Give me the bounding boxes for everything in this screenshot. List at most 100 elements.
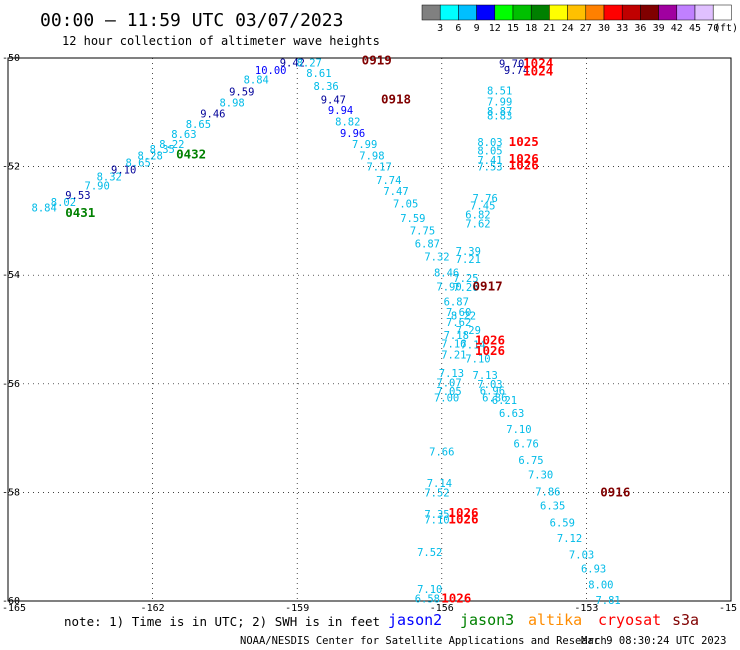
swh-value: 7.90	[85, 181, 110, 193]
colorbar-label: 42	[671, 23, 683, 34]
mission-cryosat: cryosat	[598, 611, 661, 629]
colorbar-label: 39	[653, 23, 665, 34]
swh-value: 8.03	[477, 137, 502, 149]
colorbar-label: 24	[562, 23, 574, 34]
swh-value: 8.46	[434, 267, 459, 279]
colorbar-label: 30	[598, 23, 610, 34]
pass-time-label: 1024	[523, 64, 553, 79]
swh-value: 9.53	[65, 190, 90, 202]
swh-value: 6.63	[499, 408, 524, 420]
swh-value: 8.36	[313, 81, 338, 93]
swh-value: 7.53	[477, 162, 502, 174]
plot-frame	[7, 57, 732, 602]
pass-time-label: 1025	[509, 134, 539, 149]
pass-time-label: 1026	[475, 343, 505, 358]
colorbar: 3 6 9 12 15 18 21 24 27 30 33 36 39 42 45 70	[421, 4, 732, 34]
swh-value: 9.74	[504, 65, 529, 77]
colorbar-swatch	[603, 4, 623, 21]
pass-time-label: 1026	[509, 158, 539, 173]
swh-points: 8.848.029.537.908.329.108.658.288.358.22…	[32, 57, 621, 607]
pass-time-label: 0918	[381, 91, 411, 106]
swh-value: 7.86	[535, 486, 560, 498]
swh-value: 7.62	[465, 219, 490, 231]
swh-value: 7.52	[424, 487, 449, 499]
colorbar-label: 18	[525, 23, 537, 34]
colorbar-swatch	[549, 4, 568, 21]
swh-value: 6.35	[540, 500, 565, 512]
colorbar-label: 15	[507, 23, 519, 34]
swh-value: 6.59	[550, 517, 575, 529]
swh-value: 7.81	[595, 595, 620, 607]
swh-value: 8.82	[335, 117, 360, 129]
x-tick-label: -159	[285, 603, 309, 614]
swh-value: 7.99	[487, 96, 512, 108]
colorbar-label: 6	[455, 23, 461, 34]
swh-value: 7.60	[446, 307, 471, 319]
y-tick-label: -56	[2, 379, 20, 390]
colorbar-label: 45	[689, 23, 701, 34]
swh-value: 8.83	[487, 111, 512, 123]
swh-value: 6.82	[465, 209, 490, 221]
pass-time-label: 0916	[600, 484, 630, 499]
swh-value: 7.62	[446, 317, 471, 329]
pass-time-label: 1026	[448, 512, 478, 527]
pass-time-label: 1026	[509, 151, 539, 166]
swh-value: 6.75	[518, 455, 543, 467]
y-tick-label: -54	[2, 270, 20, 281]
colorbar-label: 21	[543, 23, 555, 34]
swh-value: 9.42	[280, 57, 305, 69]
colorbar-label: 3	[437, 23, 443, 34]
swh-value: 9.94	[328, 105, 353, 117]
swh-value: 7.03	[569, 549, 594, 561]
swh-value: 8.84	[244, 75, 269, 87]
swh-value: 7.99	[352, 139, 377, 151]
mission-jason3: jason3	[460, 611, 514, 629]
swh-value: 9.46	[200, 108, 225, 120]
tick-labels: -50 -52 -54 -56 -58 -60-165 -162 -159 -156 -153 -1…	[2, 53, 737, 614]
swh-value: 7.07	[436, 378, 461, 390]
footer-timestamp: Mar 9 08:30:24 UTC 2023	[581, 635, 726, 647]
colorbar-swatch	[658, 4, 678, 21]
page-subtitle: 12 hour collection of altimeter wave hei…	[62, 34, 380, 48]
x-tick-label: -165	[2, 603, 26, 614]
pass-time-label: 0919	[362, 53, 392, 68]
colorbar-label: 12	[489, 23, 501, 34]
grid	[8, 58, 731, 601]
swh-value: 9.47	[321, 94, 346, 106]
mission-s3a: s3a	[672, 611, 699, 629]
swh-value: 7.45	[470, 201, 495, 213]
mission-altika: altika	[528, 611, 582, 629]
y-tick-label: -58	[2, 487, 20, 498]
swh-value: 7.12	[557, 533, 582, 545]
swh-value: 8.22	[159, 139, 184, 151]
swh-value: 7.10	[424, 515, 449, 527]
swh-value: 6.87	[415, 239, 440, 251]
swh-value: 7.26	[453, 282, 478, 294]
swh-value: 7.66	[429, 447, 454, 459]
swh-value: 7.13	[439, 368, 464, 380]
colorbar-label: 33	[616, 23, 628, 34]
swh-value: 8.22	[451, 310, 476, 322]
swh-value: 8.32	[97, 171, 122, 183]
swh-value: 7.98	[359, 151, 384, 163]
swh-value: 7.90	[436, 282, 461, 294]
colorbar-swatch	[439, 4, 459, 21]
swh-value: 7.47	[383, 186, 408, 198]
swh-value: 8.65	[125, 157, 150, 169]
swh-value: 6.21	[492, 395, 517, 407]
swh-value: 7.17	[366, 162, 391, 174]
swh-value: 8.98	[219, 98, 244, 110]
swh-value: 7.75	[410, 226, 435, 238]
swh-value: 6.96	[480, 385, 505, 397]
swh-value: 8.27	[297, 57, 322, 69]
swh-value: 6.87	[444, 296, 469, 308]
swh-value: 9.10	[111, 164, 136, 176]
swh-value: 7.39	[456, 246, 481, 258]
swh-value: 7.18	[444, 330, 469, 342]
pass-time-label: 0431	[65, 205, 95, 220]
colorbar-swatch	[458, 4, 477, 21]
swh-value: 6.58	[415, 593, 440, 605]
colorbar-swatch	[585, 4, 605, 21]
swh-value: 7.05	[436, 386, 461, 398]
